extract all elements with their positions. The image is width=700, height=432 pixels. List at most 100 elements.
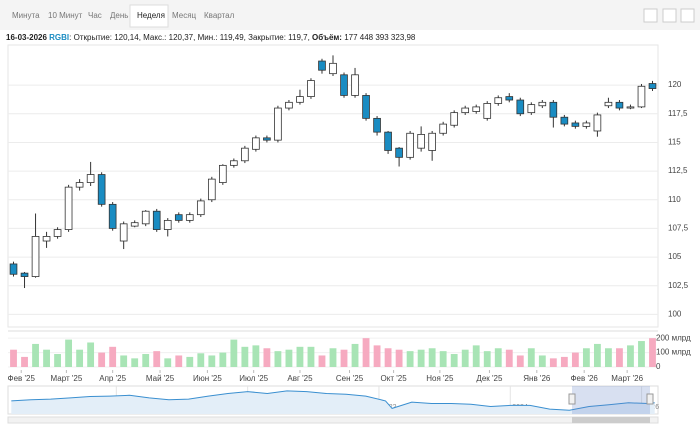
candle-body <box>604 101 613 107</box>
candle-body <box>637 85 646 108</box>
x-tick-label: Март '25 <box>50 374 82 383</box>
candle-body <box>362 95 370 119</box>
volume-bar <box>329 348 337 367</box>
tab[interactable]: Квартал <box>204 11 235 20</box>
volume-bar <box>219 352 227 367</box>
volume-bar <box>32 343 39 367</box>
field-label: Мин.: <box>198 33 218 42</box>
info-line: 16-03-2026 RGBI: Открытие: 120,14, Макс.… <box>6 33 416 42</box>
tab[interactable]: Неделя <box>137 11 165 20</box>
volume-bar <box>43 349 50 367</box>
candle-body <box>75 182 84 188</box>
candle-body <box>527 104 536 114</box>
tab[interactable]: 10 Минут <box>48 11 83 20</box>
volume-bar <box>307 346 315 367</box>
tab[interactable]: Месяц <box>172 11 197 20</box>
volume-bar <box>560 356 568 367</box>
navigator-handle[interactable] <box>568 393 576 405</box>
volume-bar <box>538 355 546 367</box>
field-label: Закрытие: <box>248 33 286 42</box>
candle-body <box>31 236 40 277</box>
candle-body <box>53 229 62 237</box>
candle-body <box>274 107 282 141</box>
candle-body <box>351 74 359 96</box>
candle-body <box>185 214 194 221</box>
volume-bar <box>649 338 656 367</box>
field-value: 120,37 <box>169 33 194 42</box>
candle-body <box>626 106 635 109</box>
tab[interactable]: Минута <box>12 11 40 20</box>
volume-bar <box>340 349 348 367</box>
ticker: RGBI <box>49 33 69 42</box>
candle-body <box>20 272 29 277</box>
volume-bar <box>120 355 128 367</box>
field-value: 119,49 <box>220 33 244 42</box>
x-tick-label: Июл '25 <box>239 374 268 383</box>
volume-bar <box>638 341 645 367</box>
candle-body <box>615 101 624 109</box>
candle-body <box>64 186 73 230</box>
x-tick-label: Апр '25 <box>99 374 126 383</box>
candle-body <box>174 214 183 221</box>
volume-tick-label: 200 млрд <box>656 333 691 342</box>
y-tick-label: 120 <box>668 80 682 89</box>
volume-bar <box>406 351 414 367</box>
tab[interactable]: Час <box>88 11 102 20</box>
volume-bar <box>263 348 271 367</box>
navigator-handle[interactable] <box>646 393 654 405</box>
x-tick-label: Июн '25 <box>193 374 222 383</box>
candle-body <box>593 114 602 132</box>
candle-body <box>494 97 503 104</box>
toolbar <box>0 0 700 30</box>
x-tick-label: Дек '25 <box>476 374 503 383</box>
volume-bar <box>54 354 61 367</box>
date: 16-03-2026 <box>6 33 47 42</box>
y-tick-label: 102,5 <box>668 281 689 290</box>
volume-bar <box>65 339 73 367</box>
volume-bar <box>87 342 95 367</box>
candle-body <box>252 137 260 150</box>
field-value: 119,7 <box>288 33 308 42</box>
plot-area <box>7 44 659 328</box>
volume-bar <box>164 358 172 367</box>
candle-body <box>119 223 128 242</box>
candle-body <box>417 134 425 149</box>
navigator-selection <box>572 386 650 414</box>
volume-bar <box>450 354 458 367</box>
x-tick-label: Сен '25 <box>336 374 364 383</box>
candle-body <box>472 106 481 112</box>
candle-body <box>560 116 569 125</box>
field-label: Открытие: <box>74 33 112 42</box>
field-value: 120,14 <box>114 33 139 42</box>
volume-bar <box>472 345 480 367</box>
volume-bar <box>616 348 623 367</box>
icon-button[interactable] <box>643 8 658 23</box>
candle-body <box>42 236 51 242</box>
candle-body <box>163 219 172 230</box>
volume-bar <box>230 339 238 367</box>
volume-bar <box>285 349 293 367</box>
candle-body <box>549 101 558 118</box>
tab[interactable]: День <box>110 11 128 20</box>
icon-button[interactable] <box>680 8 695 23</box>
candle-body <box>648 83 657 89</box>
volume-bar <box>186 356 194 367</box>
candle-body <box>307 80 315 97</box>
candle-body <box>461 107 470 114</box>
volume-bar <box>439 351 447 367</box>
y-tick-label: 105 <box>668 252 682 261</box>
candle-body <box>219 164 227 183</box>
volume-bar <box>373 345 381 367</box>
candle-body <box>97 174 106 205</box>
x-tick-label: Янв '26 <box>523 374 551 383</box>
volume-bar <box>351 343 359 367</box>
scrollbar-thumb[interactable] <box>572 417 650 423</box>
candle-body <box>196 200 205 216</box>
candle-body <box>538 101 547 107</box>
candle-body <box>505 96 514 101</box>
volume-bar <box>241 346 249 367</box>
volume-bar <box>516 355 524 367</box>
volume-bar <box>76 349 84 367</box>
icon-button[interactable] <box>662 8 677 23</box>
